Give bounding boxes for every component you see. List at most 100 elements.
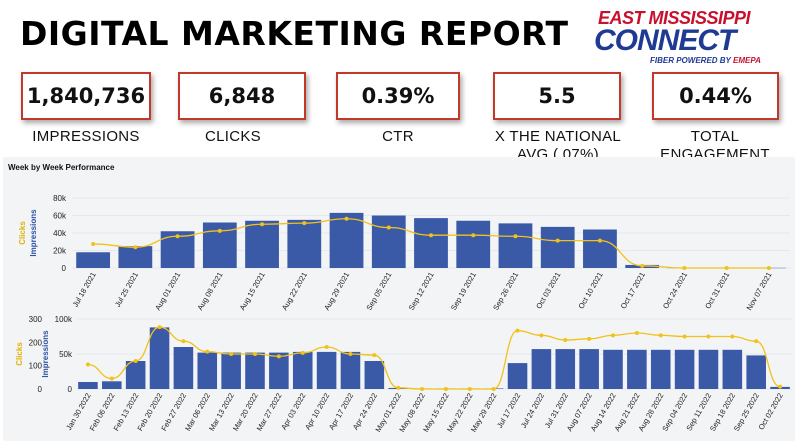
y-axis-title-left: Impressions <box>41 330 50 378</box>
line-point <box>443 387 448 391</box>
bar <box>531 349 552 389</box>
kpi-impressions-box: 1,840,736 <box>21 72 151 120</box>
line-point <box>302 221 307 226</box>
kpi-national-avg-box: 5.5 <box>493 72 621 120</box>
bar <box>722 349 743 389</box>
line-point <box>515 328 520 333</box>
bar <box>173 347 194 389</box>
line-point <box>730 334 735 339</box>
line-point <box>175 234 180 239</box>
line-point <box>471 233 476 238</box>
line-point <box>91 241 96 246</box>
bar <box>364 361 385 389</box>
kpi-clicks-box: 6,848 <box>178 72 306 120</box>
bar <box>540 226 575 268</box>
line-point <box>253 352 257 356</box>
line-point <box>276 354 281 359</box>
line-point <box>420 387 425 391</box>
line-point <box>157 325 162 330</box>
line-point <box>217 228 222 233</box>
y-tick-left: 40k <box>53 229 67 238</box>
bar <box>197 352 218 389</box>
line-point <box>766 266 771 270</box>
line-point <box>682 334 687 339</box>
bar <box>292 351 313 389</box>
y-axis-title-right: Clicks <box>15 342 24 366</box>
x-tick-label: Jul 31 2022 <box>543 392 570 430</box>
line-point <box>754 339 759 344</box>
line-point <box>724 266 729 270</box>
line-point <box>429 233 433 238</box>
bar <box>269 352 289 389</box>
y-tick-right: 100 <box>29 362 43 371</box>
line-point <box>348 352 353 356</box>
company-logo: EAST MISSISSIPPI CONNECT FIBER POWERED B… <box>588 6 788 68</box>
bar <box>698 349 719 389</box>
line-point <box>85 362 90 367</box>
logo-text-sub: FIBER POWERED BY EMEPA <box>650 56 761 65</box>
x-tick-label: Jul 17 2022 <box>495 392 522 430</box>
bar <box>746 355 766 389</box>
line-point <box>386 225 391 230</box>
y-tick-right: 0 <box>38 385 43 394</box>
line-point <box>706 334 711 339</box>
y-tick-left: 60k <box>53 212 67 221</box>
y-tick-left: 80k <box>53 194 67 203</box>
bar <box>245 220 279 268</box>
line-point <box>611 333 615 338</box>
y-tick-left: 50k <box>59 350 73 359</box>
bar <box>78 382 98 389</box>
bar <box>329 212 364 268</box>
bar <box>627 349 647 389</box>
line-point <box>597 238 602 243</box>
y-tick-left: 0 <box>62 264 67 273</box>
bar <box>118 246 153 268</box>
kpi-ctr-box: 0.39% <box>336 72 460 120</box>
line-point <box>133 245 138 250</box>
bar <box>76 252 111 268</box>
bar <box>498 223 533 268</box>
line-point <box>555 238 560 243</box>
logo-brand-text: EMEPA <box>732 56 761 65</box>
bar <box>507 363 528 389</box>
bar <box>287 219 322 268</box>
line-point <box>109 376 114 381</box>
chart-panel <box>3 157 795 441</box>
line-point <box>300 350 305 355</box>
line-point <box>205 349 210 354</box>
line-point <box>640 263 645 268</box>
bar <box>245 352 265 389</box>
bar <box>221 352 241 389</box>
x-tick-label: Oct 02 2022 <box>757 392 785 432</box>
y-tick-left: 100k <box>55 315 73 324</box>
y-axis-title-left: Impressions <box>29 209 38 257</box>
line-point <box>682 266 687 270</box>
kpi-ctr-label: CTR <box>382 128 414 145</box>
bar <box>371 215 406 268</box>
logo-text-top: EAST MISSISSIPPI <box>598 8 751 28</box>
bar <box>456 220 491 268</box>
bar <box>603 349 623 389</box>
line-point <box>260 222 265 227</box>
line-point <box>634 331 639 335</box>
line-point <box>539 333 544 338</box>
y-tick-right: 300 <box>29 315 43 324</box>
kpi-impressions-label: IMPRESSIONS <box>32 128 140 145</box>
line-point <box>344 216 349 221</box>
kpi-engagement-box: 0.44% <box>652 72 779 120</box>
y-tick-left: 0 <box>68 385 73 394</box>
bar <box>583 229 617 268</box>
line-point <box>467 387 472 391</box>
line-point <box>133 359 138 363</box>
x-tick-label: Jul 24 2022 <box>519 392 546 430</box>
report-title: DIGITAL MARKETING REPORT <box>20 14 569 53</box>
line-point <box>372 353 377 358</box>
line-point <box>778 384 783 389</box>
bar <box>340 351 361 389</box>
line-point <box>229 352 234 356</box>
line-point <box>491 387 496 391</box>
y-axis-title-right: Clicks <box>18 221 27 245</box>
bar <box>102 381 122 389</box>
